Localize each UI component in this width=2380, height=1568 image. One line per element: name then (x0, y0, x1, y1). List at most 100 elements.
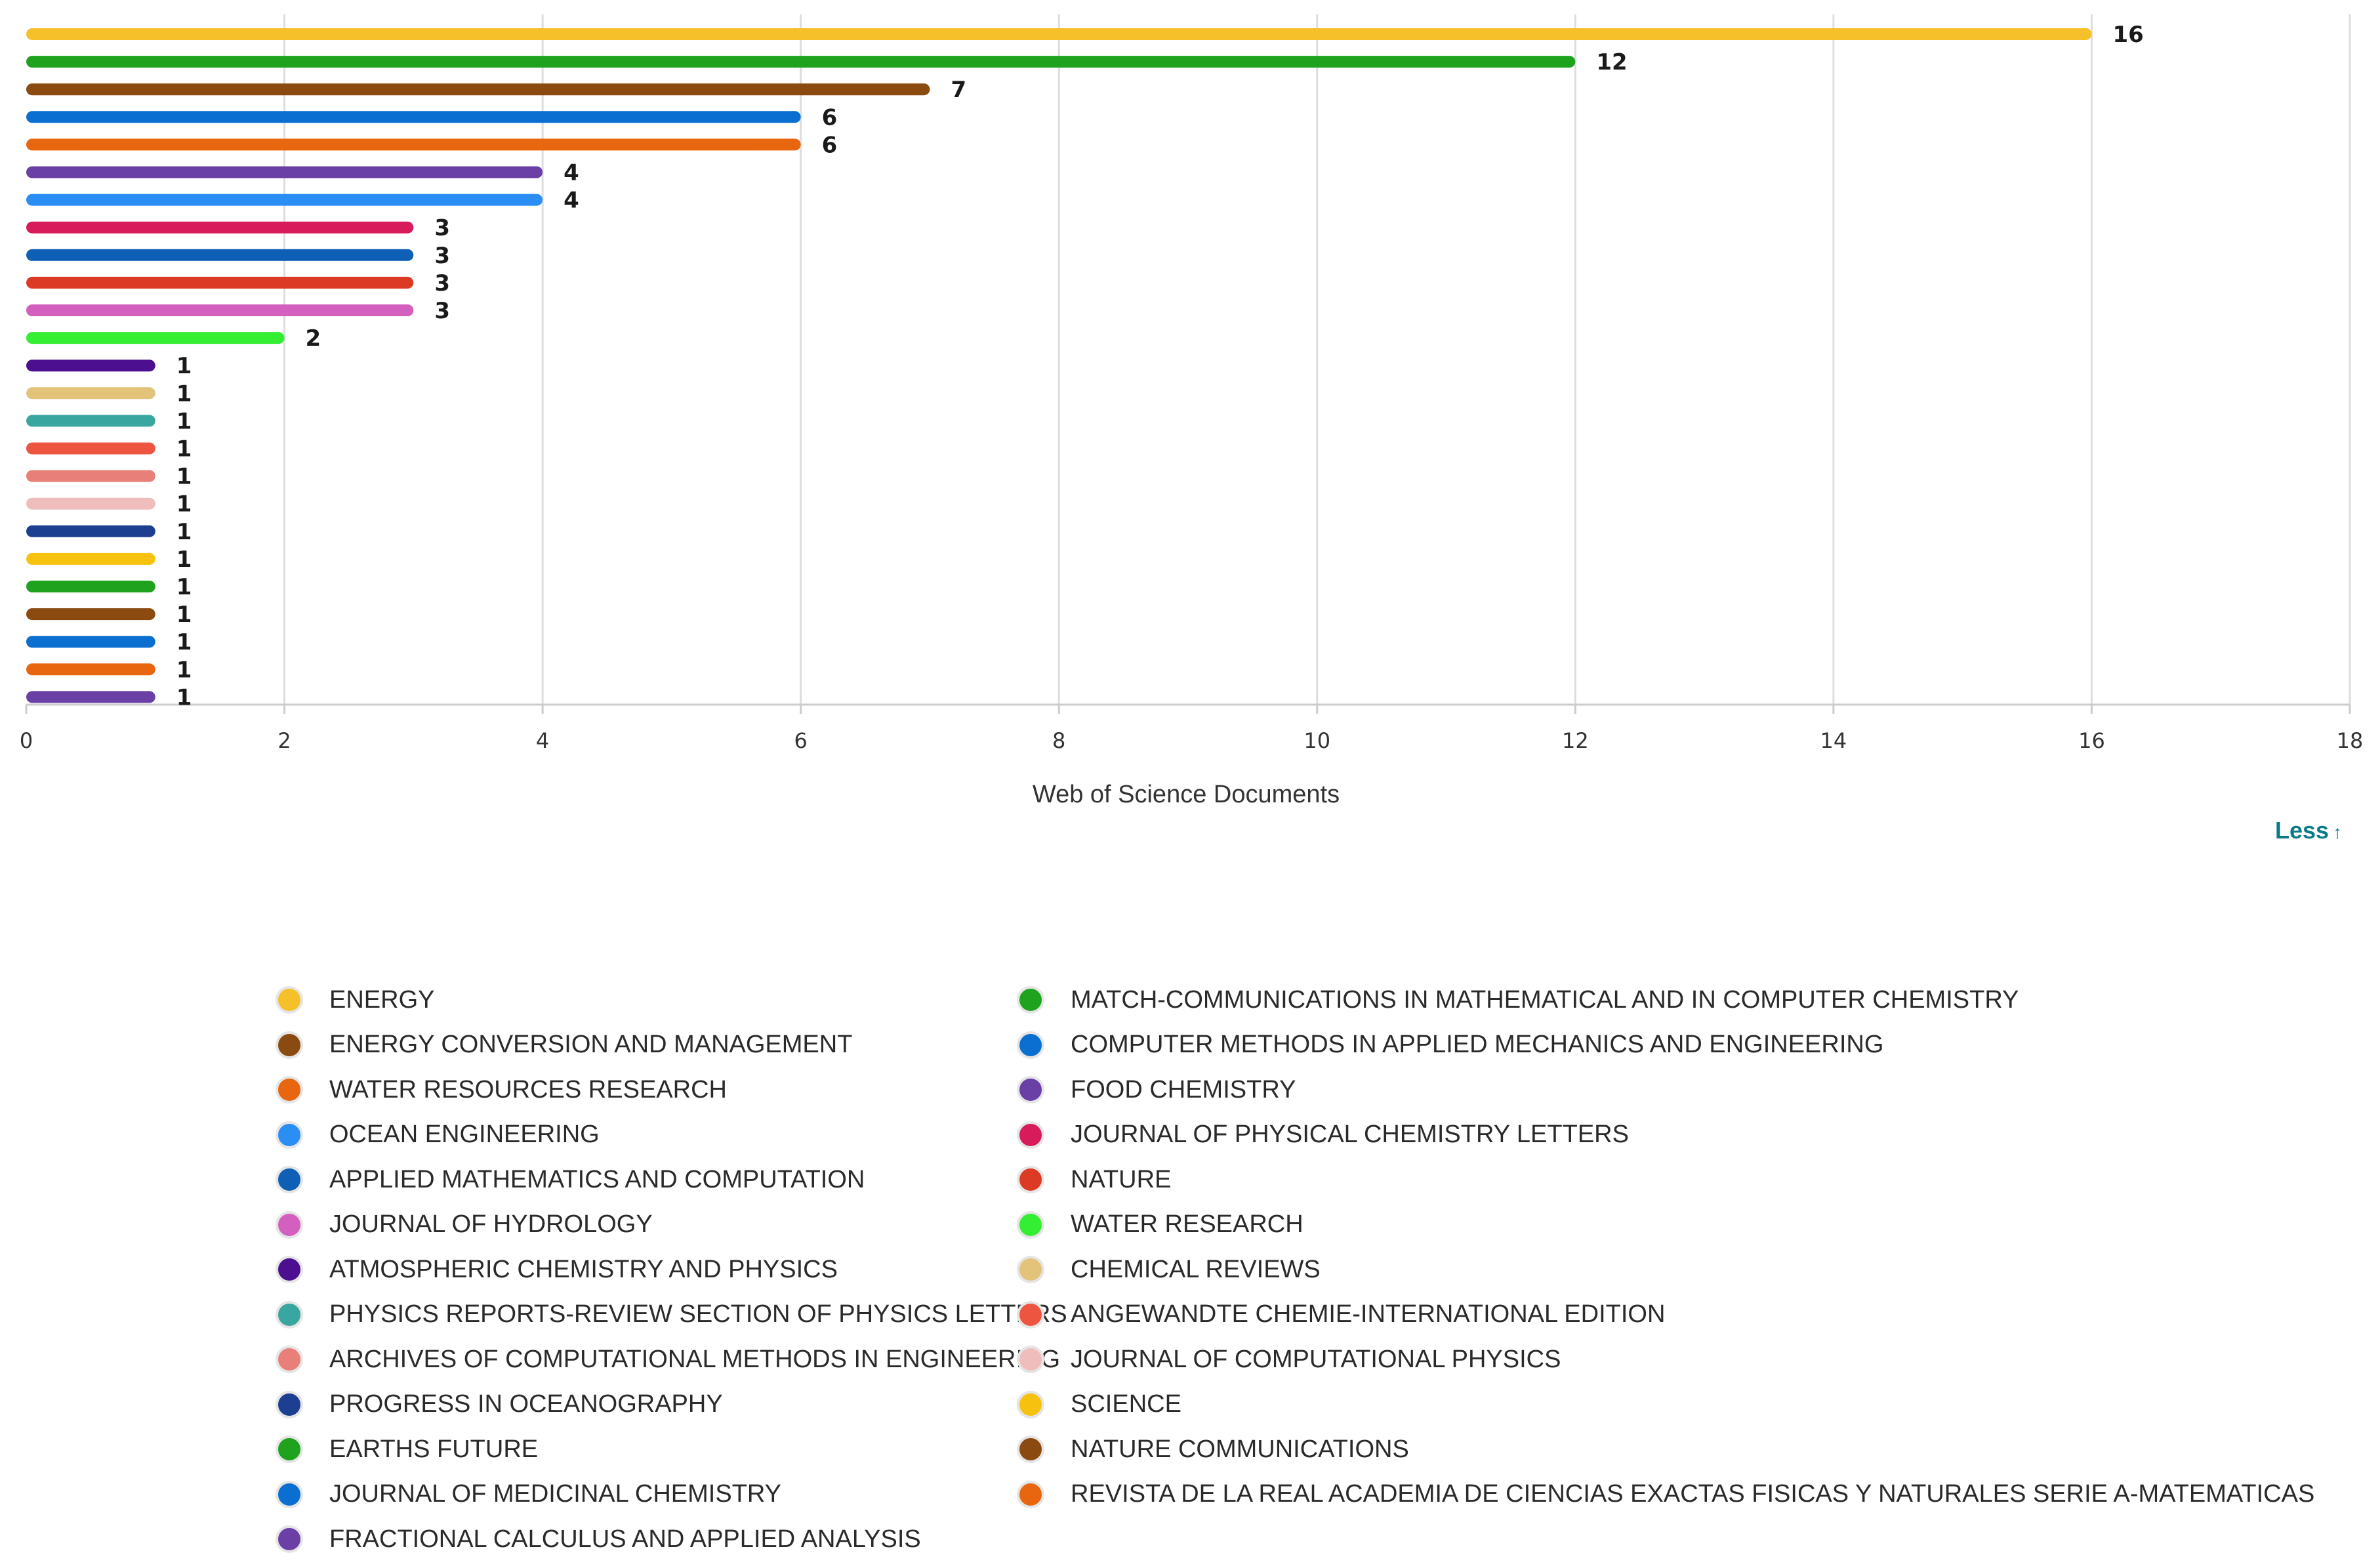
legend-item[interactable]: FOOD CHEMISTRY (1017, 1067, 2314, 1113)
legend-item[interactable]: OCEAN ENGINEERING (276, 1113, 1067, 1158)
arrow-up-icon: ↑ (2333, 822, 2343, 842)
x-tick-label: 10 (1303, 728, 1330, 753)
legend-label: COMPUTER METHODS IN APPLIED MECHANICS AN… (1071, 1031, 1884, 1059)
x-tick-label: 18 (2337, 728, 2364, 753)
legend-swatch-icon (276, 1300, 303, 1329)
legend-item[interactable]: CHEMICAL REVIEWS (1017, 1247, 2314, 1292)
legend-swatch-icon (276, 1031, 303, 1059)
legend-item[interactable]: ENERGY (276, 978, 1067, 1023)
bar-value-label: 1 (176, 684, 192, 711)
legend-swatch-icon (1017, 1480, 1044, 1508)
less-label: Less (2275, 817, 2329, 844)
legend-swatch-icon (1017, 1300, 1044, 1329)
legend-label: WATER RESOURCES RESEARCH (329, 1075, 727, 1104)
bar-value-label: 3 (434, 298, 450, 324)
legend-item[interactable]: SCIENCE (1017, 1382, 2314, 1428)
legend-swatch-icon (1017, 1346, 1044, 1374)
legend-item[interactable]: PHYSICS REPORTS-REVIEW SECTION OF PHYSIC… (276, 1292, 1067, 1338)
legend-item[interactable]: EARTHS FUTURE (276, 1427, 1067, 1472)
legend-item[interactable]: APPLIED MATHEMATICS AND COMPUTATION (276, 1157, 1067, 1203)
legend-swatch-icon (276, 1480, 303, 1508)
legend-swatch-icon (276, 1210, 303, 1239)
legend-swatch-icon (276, 1256, 303, 1284)
legend-label: FOOD CHEMISTRY (1071, 1075, 1296, 1104)
legend-swatch-icon (276, 1346, 303, 1374)
legend-swatch-icon (1017, 1166, 1044, 1194)
legend-label: JOURNAL OF PHYSICAL CHEMISTRY LETTERS (1071, 1121, 1629, 1149)
legend-item[interactable]: PROGRESS IN OCEANOGRAPHY (276, 1382, 1067, 1428)
legend-label: NATURE (1071, 1165, 1172, 1193)
bar-value-label: 1 (176, 519, 192, 545)
bar-value-label: 1 (176, 574, 192, 600)
legend-item[interactable]: ANGEWANDTE CHEMIE-INTERNATIONAL EDITION (1017, 1292, 2314, 1338)
x-tick-label: 6 (794, 728, 807, 753)
bar-value-label: 1 (176, 491, 192, 518)
bar-value-label: 4 (564, 160, 579, 186)
bar-value-label: 1 (176, 657, 192, 683)
legend-label: ARCHIVES OF COMPUTATIONAL METHODS IN ENG… (329, 1345, 1061, 1373)
bar-value-label: 1 (176, 436, 192, 463)
legend-item[interactable]: WATER RESOURCES RESEARCH (276, 1067, 1067, 1113)
legend-swatch-icon (276, 1121, 303, 1149)
bar-value-label: 6 (822, 104, 838, 131)
legend-item[interactable]: ARCHIVES OF COMPUTATIONAL METHODS IN ENG… (276, 1337, 1067, 1382)
legend-column-right: MATCH-COMMUNICATIONS IN MATHEMATICAL AND… (1017, 978, 2314, 1517)
legend-label: SCIENCE (1071, 1390, 1181, 1418)
bar-value-label: 16 (2112, 22, 2143, 48)
bar-value-label: 1 (176, 547, 192, 573)
bar-value-label: 1 (176, 629, 192, 655)
bar-value-label: 7 (951, 77, 966, 103)
legend-label: PHYSICS REPORTS-REVIEW SECTION OF PHYSIC… (329, 1300, 1067, 1329)
legend-label: JOURNAL OF COMPUTATIONAL PHYSICS (1071, 1345, 1561, 1373)
legend-label: JOURNAL OF HYDROLOGY (329, 1210, 653, 1239)
legend-swatch-icon (1017, 986, 1044, 1014)
legend-label: OCEAN ENGINEERING (329, 1121, 600, 1149)
x-tick-label: 4 (536, 728, 549, 753)
bar-value-label: 1 (176, 408, 192, 434)
legend-item[interactable]: JOURNAL OF MEDICINAL CHEMISTRY (276, 1472, 1067, 1517)
legend-swatch-icon (276, 1390, 303, 1418)
x-tick-label: 12 (1562, 728, 1589, 753)
chart-canvas: 0 2 4 6 8 10 12 14 16 18ENERGY16MATCH-COMMUNICATI… (20, 14, 2364, 753)
bar-chart: 024681012141618ENERGY16MATCH-COMMUNICATI… (20, 14, 2364, 844)
legend-label: WATER RESEARCH (1071, 1210, 1303, 1239)
legend-label: JOURNAL OF MEDICINAL CHEMISTRY (329, 1480, 782, 1508)
legend-item[interactable]: JOURNAL OF HYDROLOGY (276, 1203, 1067, 1248)
legend-label: REVISTA DE LA REAL ACADEMIA DE CIENCIAS … (1071, 1480, 2315, 1508)
legend-item[interactable]: JOURNAL OF PHYSICAL CHEMISTRY LETTERS (1017, 1113, 2314, 1158)
legend-item[interactable]: ATMOSPHERIC CHEMISTRY AND PHYSICS (276, 1247, 1067, 1292)
bar-value-label: 1 (176, 464, 192, 490)
legend-label: PROGRESS IN OCEANOGRAPHY (329, 1390, 723, 1418)
legend-item[interactable]: NATURE COMMUNICATIONS (1017, 1427, 2314, 1472)
legend-label: CHEMICAL REVIEWS (1071, 1255, 1321, 1283)
legend-item[interactable]: JOURNAL OF COMPUTATIONAL PHYSICS (1017, 1337, 2314, 1382)
legend-item[interactable]: REVISTA DE LA REAL ACADEMIA DE CIENCIAS … (1017, 1472, 2314, 1517)
legend-item[interactable]: ENERGY CONVERSION AND MANAGEMENT (276, 1023, 1067, 1068)
legend-swatch-icon (1017, 1256, 1044, 1284)
legend-swatch-icon (276, 986, 303, 1014)
legend-item[interactable]: COMPUTER METHODS IN APPLIED MECHANICS AN… (1017, 1023, 2314, 1068)
legend-label: ENERGY CONVERSION AND MANAGEMENT (329, 1031, 853, 1059)
legend-label: ANGEWANDTE CHEMIE-INTERNATIONAL EDITION (1071, 1300, 1666, 1329)
legend-item[interactable]: WATER RESEARCH (1017, 1203, 2314, 1248)
legend-swatch-icon (1017, 1076, 1044, 1104)
less-button[interactable]: Less ↑ (2275, 817, 2342, 844)
x-axis-title: Web of Science Documents (1032, 781, 1340, 808)
legend-label: ENERGY (329, 985, 435, 1014)
x-tick-label: 2 (277, 728, 291, 753)
x-tick-label: 0 (20, 728, 33, 753)
bar-value-label: 1 (176, 602, 192, 628)
legend-swatch-icon (1017, 1031, 1044, 1059)
legend-swatch-icon (276, 1166, 303, 1194)
bar-value-label: 3 (434, 243, 450, 269)
legend-swatch-icon (1017, 1390, 1044, 1418)
legend-swatch-icon (276, 1435, 303, 1464)
bar-value-label: 1 (176, 381, 192, 407)
legend-swatch-icon (276, 1525, 303, 1554)
legend-label: MATCH-COMMUNICATIONS IN MATHEMATICAL AND… (1071, 985, 2019, 1014)
legend-item[interactable]: FRACTIONAL CALCULUS AND APPLIED ANALYSIS (276, 1517, 1067, 1562)
bar-value-label: 6 (822, 132, 838, 158)
legend-swatch-icon (1017, 1435, 1044, 1464)
legend-item[interactable]: MATCH-COMMUNICATIONS IN MATHEMATICAL AND… (1017, 978, 2314, 1023)
legend-item[interactable]: NATURE (1017, 1157, 2314, 1203)
